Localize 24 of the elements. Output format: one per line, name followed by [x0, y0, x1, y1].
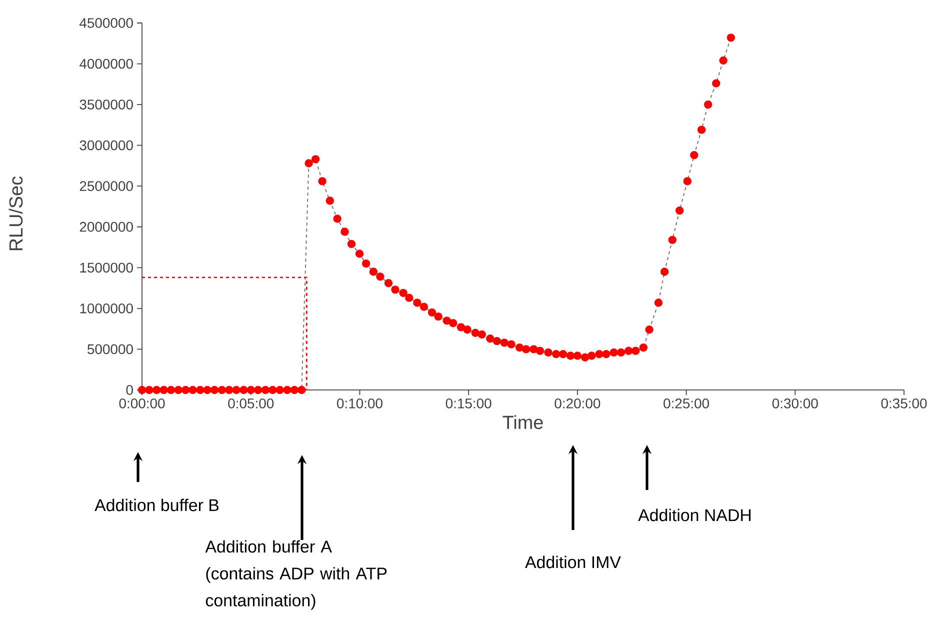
y-tick-label: 4500000	[80, 18, 133, 28]
y-tick-label: 3500000	[80, 100, 133, 110]
text: Addition buffer A (contains ADP with ATP contamination)	[205, 540, 387, 610]
x-tick-label: 0:10:00	[337, 398, 382, 408]
y-tick-label: 1000000	[80, 303, 133, 314]
y-tick-label: 3000000	[80, 140, 133, 150]
y-tick-label: 0	[126, 385, 133, 395]
y-axis-title: RLU/Sec	[8, 176, 23, 250]
x-tick-label: 0:30:00	[772, 398, 818, 408]
y-tick-label: 4000000	[80, 58, 133, 69]
text: Addition IMV	[525, 556, 621, 568]
x-axis-title: Time	[502, 415, 543, 430]
x-tick-label: 0:25:00	[664, 398, 710, 408]
x-tick-label: 0:05:00	[228, 398, 274, 408]
y-tick-label: 2000000	[80, 222, 133, 232]
y-tick-label: 2500000	[80, 181, 133, 192]
x-tick-label: 0:00:00	[119, 398, 165, 408]
x-tick-label: 0:20:00	[554, 398, 600, 408]
x-tick-label: 0:35:00	[881, 398, 927, 408]
y-tick-label: 1500000	[80, 262, 133, 273]
text: Addition buffer B	[94, 498, 219, 512]
x-tick-label: 0:15:00	[446, 398, 492, 408]
text: Addition NADH	[638, 508, 751, 522]
y-tick-label: 500000	[88, 344, 133, 354]
